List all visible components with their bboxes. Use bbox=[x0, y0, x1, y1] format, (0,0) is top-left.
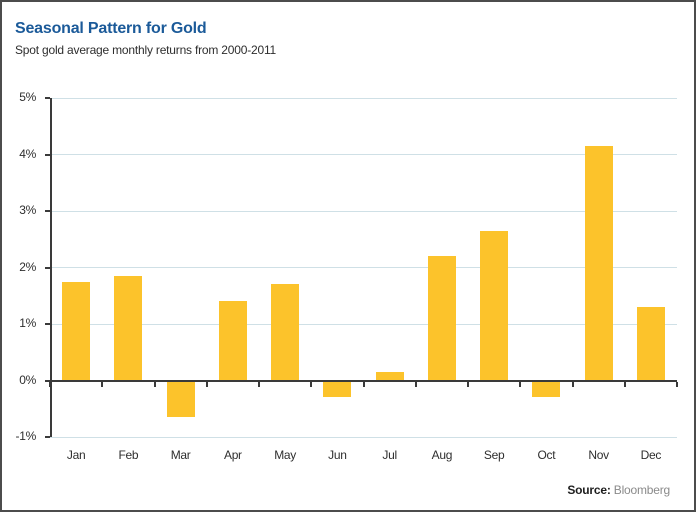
x-axis-tick bbox=[49, 381, 51, 387]
x-axis-tick bbox=[467, 381, 469, 387]
y-tick-label: -1% bbox=[15, 429, 37, 443]
x-tick-label-feb: Feb bbox=[118, 448, 139, 462]
bar-aug bbox=[427, 256, 456, 381]
bar-jun bbox=[323, 380, 352, 398]
x-axis-tick bbox=[205, 381, 208, 387]
x-axis-tick bbox=[101, 381, 104, 387]
bar-feb bbox=[114, 275, 143, 381]
x-tick-label-jun: Jun bbox=[328, 448, 347, 462]
page-subtitle: Spot gold average monthly returns from 2… bbox=[15, 43, 277, 57]
x-tick-label-may: May bbox=[274, 448, 297, 462]
x-tick-label-mar: Mar bbox=[170, 448, 191, 462]
x-tick-label-nov: Nov bbox=[588, 448, 609, 462]
y-tick-label: 4% bbox=[19, 146, 36, 161]
x-tick-label-dec: Dec bbox=[640, 448, 662, 462]
gridline-3 bbox=[50, 210, 677, 212]
y-tick-label: 3% bbox=[19, 203, 36, 217]
x-axis-tick bbox=[310, 381, 313, 387]
x-axis-tick bbox=[362, 381, 365, 387]
bar-mar bbox=[166, 380, 195, 418]
gridline-5 bbox=[50, 97, 677, 99]
x-axis-tick bbox=[676, 381, 678, 387]
bar-jul bbox=[375, 372, 404, 381]
x-tick-label-apr: Apr bbox=[223, 448, 242, 462]
y-tick-label: 0% bbox=[19, 372, 36, 387]
source-value: Bloomberg bbox=[613, 483, 670, 497]
gridline-1 bbox=[50, 323, 677, 325]
x-axis-tick bbox=[623, 381, 626, 387]
x-tick-label-jan: Jan bbox=[66, 448, 86, 462]
x-axis-tick bbox=[519, 381, 522, 387]
bar-sep bbox=[480, 230, 509, 381]
y-axis-tick bbox=[45, 153, 50, 156]
y-tick-label: 2% bbox=[19, 259, 36, 274]
y-axis-tick bbox=[45, 379, 50, 382]
source-note: Source: Bloomberg bbox=[567, 483, 670, 497]
x-axis-tick bbox=[258, 381, 260, 387]
plot-area bbox=[45, 97, 678, 438]
bar-oct bbox=[532, 380, 561, 398]
bar-nov bbox=[584, 146, 613, 381]
page-title: Seasonal Pattern for Gold bbox=[15, 20, 207, 37]
x-tick-label-aug: Aug bbox=[431, 448, 453, 462]
y-axis-tick bbox=[45, 97, 50, 99]
zero-axis-line bbox=[50, 379, 677, 382]
bar-jan bbox=[62, 281, 91, 381]
y-axis-tick bbox=[45, 266, 50, 269]
y-axis-tick bbox=[45, 436, 50, 438]
y-axis-line bbox=[50, 98, 52, 437]
y-tick-label: 5% bbox=[19, 90, 36, 104]
bar-dec bbox=[636, 307, 665, 381]
gridline-2 bbox=[50, 267, 677, 268]
gridline--1 bbox=[50, 436, 677, 438]
x-tick-label-sep: Sep bbox=[483, 448, 505, 462]
x-axis-tick bbox=[153, 381, 156, 387]
source-label: Source: bbox=[567, 483, 611, 497]
x-axis-tick bbox=[571, 381, 574, 387]
y-axis-tick bbox=[45, 210, 50, 212]
x-axis-tick bbox=[414, 381, 417, 387]
bar-may bbox=[271, 284, 300, 381]
bar-apr bbox=[218, 301, 247, 381]
x-tick-label-oct: Oct bbox=[537, 448, 556, 462]
gridline-4 bbox=[50, 154, 677, 155]
y-tick-label: 1% bbox=[19, 316, 36, 330]
y-axis-tick bbox=[45, 323, 50, 325]
x-tick-label-jul: Jul bbox=[382, 448, 397, 462]
